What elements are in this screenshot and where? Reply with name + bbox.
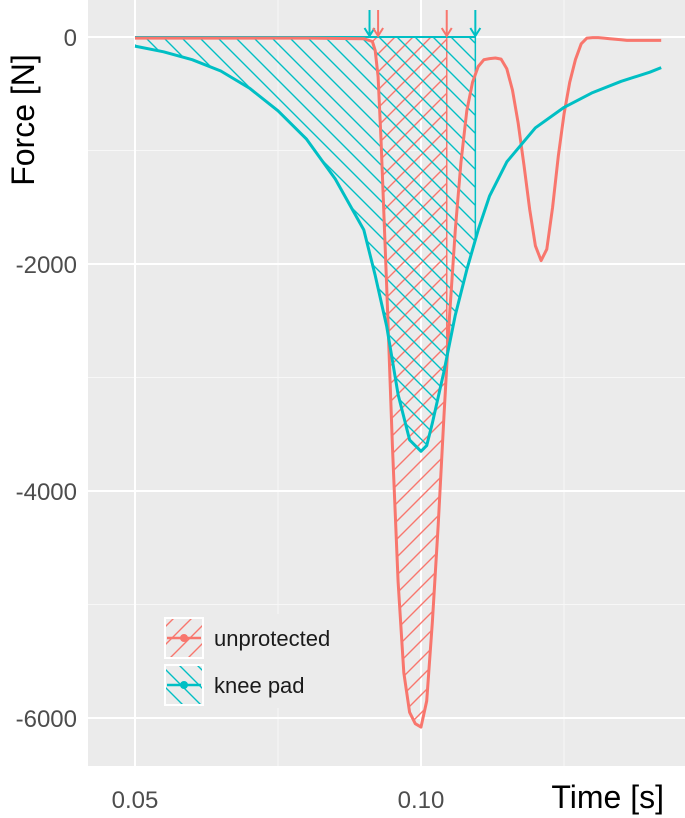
- y-tick-label: -6000: [16, 706, 77, 733]
- legend-label: unprotected: [214, 626, 330, 651]
- y-axis-title: Force [N]: [5, 54, 41, 186]
- x-tick-label: 0.10: [398, 787, 445, 814]
- arrow-marker: [372, 10, 384, 38]
- y-tick-label: 0: [64, 25, 77, 52]
- x-axis-title: Time [s]: [551, 779, 664, 815]
- legend-key: [164, 664, 204, 706]
- y-tick-label: -4000: [16, 479, 77, 506]
- x-tick-label: 0.05: [112, 787, 159, 814]
- y-tick-labels: 0 -2000 -4000 -6000: [16, 25, 77, 733]
- interval-arrows: [363, 10, 482, 38]
- y-tick-label: -2000: [16, 252, 77, 279]
- shaded-area-knee-pad: [135, 37, 476, 452]
- series-lines: [134, 36, 662, 729]
- x-tick-labels: 0.05 0.10: [112, 787, 445, 814]
- legend: unprotected knee pad: [160, 614, 360, 708]
- arrow-marker: [469, 10, 482, 38]
- series-line-unprotected: [135, 36, 662, 729]
- arrow-marker: [363, 10, 376, 38]
- legend-label: knee pad: [214, 673, 305, 698]
- arrow-marker: [440, 10, 453, 38]
- legend-key: [164, 617, 204, 659]
- series-line-knee-pad: [134, 44, 662, 453]
